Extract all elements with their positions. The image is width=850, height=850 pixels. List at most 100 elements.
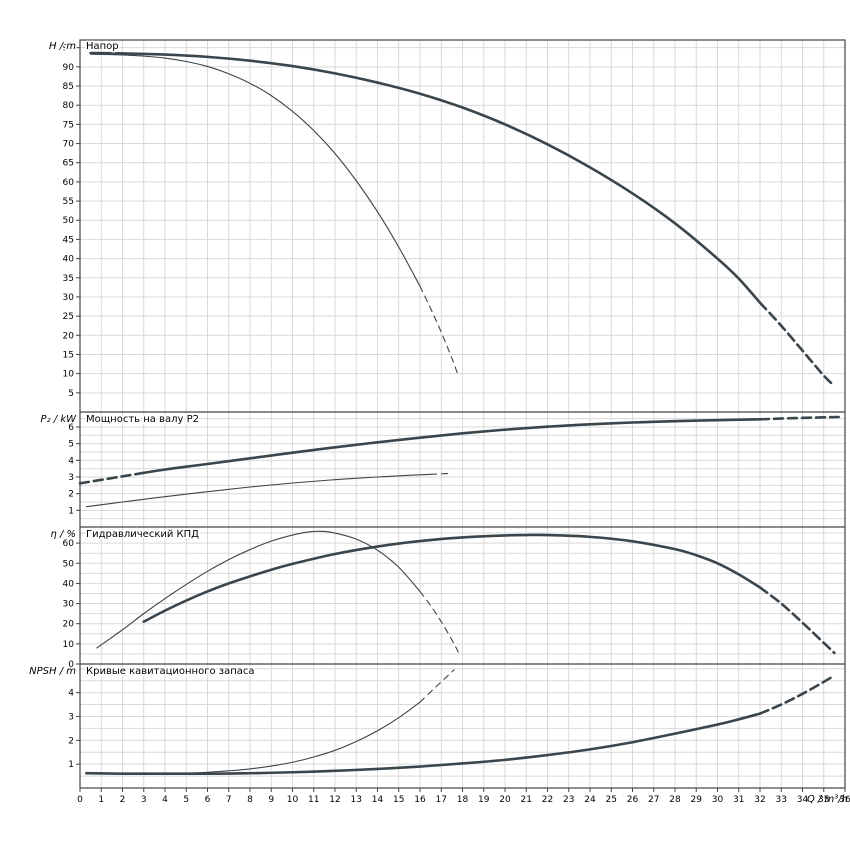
y-tick-label: 2 [68,490,74,500]
efficiency-curve-small [419,590,459,653]
y-tick-label: 90 [63,63,75,73]
x-tick-label: 16 [414,795,426,805]
y-tick-label: 35 [63,274,74,284]
y-tick-label: 55 [63,197,74,207]
x-tick-label: 17 [436,795,447,805]
head-panel-title: Напор [86,41,119,52]
y-tick-label: 0 [68,660,74,670]
head-axis-unit-label: H / m [49,41,76,52]
x-tick-label: 7 [226,795,232,805]
head-curve-small [419,285,459,377]
y-tick-label: 2 [68,736,74,746]
y-tick-label: 80 [63,101,75,111]
x-tick-label: 9 [268,795,274,805]
x-tick-label: 25 [606,795,617,805]
x-tick-label: 0 [77,795,83,805]
x-tick-label: 14 [372,795,384,805]
y-tick-label: 5 [68,440,74,450]
x-tick-label: 30 [712,795,724,805]
x-tick-label: 11 [308,795,319,805]
efficiency-curve-large [142,533,762,623]
power-axis-unit-label: P₂ / kW [41,414,78,425]
y-tick-label: 10 [63,640,75,650]
npsh-panel-title: Кривые кавитационного запаса [86,666,255,677]
generated-chart-layer: 5101520253035404550556065707580859095123… [63,39,850,805]
y-tick-label: 60 [63,178,75,188]
y-tick-label: 4 [68,456,74,466]
npsh-axis-unit-label: NPSH / m [29,666,76,677]
x-tick-label: 4 [162,795,168,805]
x-tick-label: 18 [457,795,469,805]
y-tick-label: 1 [68,760,74,770]
x-tick-label: 15 [393,795,404,805]
x-tick-label: 34 [797,795,809,805]
efficiency-panel-title: Гидравлический КПД [86,529,199,540]
y-tick-label: 70 [63,140,75,150]
y-tick-label: 5 [68,389,74,399]
x-tick-label: 3 [141,795,147,805]
y-tick-label: 4 [68,689,74,699]
x-tick-label: 35 [818,795,829,805]
y-tick-label: 1 [68,506,74,516]
npsh-curve-large [758,674,836,715]
y-tick-label: 3 [68,473,74,483]
y-tick-label: 60 [63,539,75,549]
y-tick-label: 20 [63,331,75,341]
power-curve-large [142,418,762,475]
y-tick-label: 30 [63,293,75,303]
x-tick-label: 27 [648,795,659,805]
power-curve-large [78,471,146,485]
y-tick-label: 30 [63,600,75,610]
y-tick-label: 3 [68,712,74,722]
head-curve-large [89,51,762,304]
x-axis-unit-label: Q / m³/h [807,794,848,805]
x-tick-label: 22 [542,795,553,805]
y-tick-label: 6 [68,423,74,433]
x-tick-label: 8 [247,795,253,805]
x-tick-label: 1 [98,795,104,805]
x-tick-label: 12 [329,795,340,805]
x-tick-label: 31 [733,795,744,805]
x-tick-label: 23 [563,795,574,805]
y-tick-label: 40 [63,579,75,589]
npsh-curve-small [85,701,421,775]
y-tick-label: 95 [63,44,74,54]
efficiency-axis-unit-label: η / % [50,529,76,540]
x-tick-label: 5 [183,795,189,805]
y-tick-label: 20 [63,620,75,630]
x-tick-label: 21 [521,795,532,805]
x-tick-label: 6 [205,795,211,805]
efficiency-curve-small [96,530,421,649]
power-curve-large [758,415,840,421]
power-panel-title: Мощность на валу P2 [86,414,199,425]
x-tick-label: 32 [754,795,765,805]
x-tick-label: 20 [499,795,511,805]
head-curve-small [90,53,421,287]
y-tick-label: 15 [63,350,74,360]
y-tick-label: 85 [63,82,74,92]
power-curve-small [85,473,432,508]
y-tick-label: 75 [63,120,74,130]
x-tick-label: 26 [627,795,639,805]
x-tick-label: 28 [669,795,681,805]
x-tick-label: 19 [478,795,490,805]
y-tick-label: 25 [63,312,74,322]
x-tick-label: 2 [120,795,126,805]
x-tick-label: 13 [351,795,362,805]
npsh-curve-large [85,712,762,776]
y-tick-label: 50 [63,216,75,226]
x-tick-label: 36 [839,795,850,805]
y-tick-label: 65 [63,159,74,169]
efficiency-curve-large [758,586,836,655]
head-curve-large [758,301,836,388]
y-tick-label: 45 [63,235,74,245]
y-tick-label: 40 [63,255,75,265]
npsh-curve-small [419,669,455,703]
power-curve-small [430,472,453,475]
x-tick-label: 29 [691,795,703,805]
x-tick-label: 33 [776,795,787,805]
x-tick-label: 10 [287,795,299,805]
y-tick-label: 50 [63,559,75,569]
